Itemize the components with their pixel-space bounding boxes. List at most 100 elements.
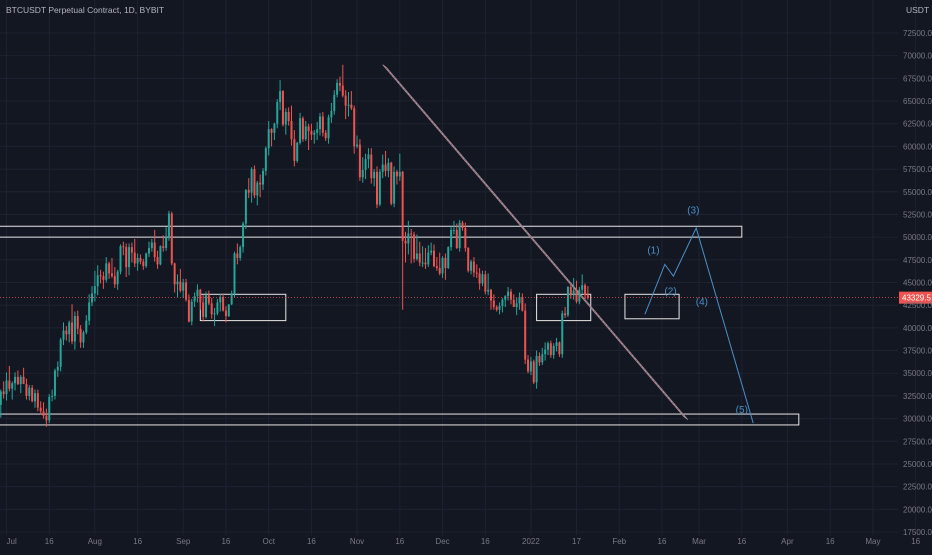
candle-body — [401, 171, 404, 241]
candle-body — [467, 248, 470, 271]
candle-body — [324, 132, 327, 139]
candle-body — [205, 295, 207, 317]
x-tick-label: 16 — [826, 537, 835, 546]
candle-body — [581, 285, 584, 290]
candle-body — [176, 281, 179, 285]
candle-body — [518, 297, 521, 304]
candle-body — [455, 229, 458, 249]
x-tick-label: Feb — [612, 537, 626, 546]
x-axis[interactable]: Jul 16 Aug 16 Sep 16 Oct 16 Nov 16 Dec 16 2022 17 Feb 1… — [7, 537, 921, 546]
candle-body — [281, 91, 284, 125]
wave-label: (5) — [736, 405, 748, 416]
candle-body — [504, 296, 507, 300]
candle-body — [538, 355, 541, 363]
candle-body — [447, 247, 450, 268]
candle-body — [301, 118, 304, 140]
price-line-layer: 43329.5 — [0, 291, 932, 304]
y-axis[interactable]: 17500.0 20000.0 22500.0 25000.0 27500.0 30000… — [903, 29, 932, 537]
candle-body — [558, 342, 561, 355]
candle-body — [242, 223, 245, 248]
candle-body — [93, 286, 96, 294]
candle-body — [11, 383, 14, 389]
candle-body — [22, 376, 25, 385]
candle-body — [136, 258, 139, 264]
candle-body — [207, 295, 210, 304]
candle-body — [42, 411, 45, 416]
y-tick-label: 67500.0 — [903, 74, 932, 83]
candle-body — [475, 272, 478, 274]
candle-body — [222, 297, 225, 311]
candle-body — [353, 108, 356, 147]
chart-title: BTCUSDT Perpetual Contract, 1D, BYBIT — [6, 5, 164, 15]
y-tick-label: 35000.0 — [903, 369, 932, 378]
y-tick-label: 52500.0 — [903, 210, 932, 219]
candle-body — [119, 246, 122, 272]
candle-body — [378, 171, 381, 205]
candle-body — [96, 275, 99, 287]
x-tick-label: 16 — [395, 537, 404, 546]
candle-body — [512, 299, 515, 307]
candle-body — [524, 310, 527, 360]
candle-body — [165, 237, 168, 249]
candle-body — [239, 247, 242, 259]
candle-body — [185, 282, 188, 300]
candle-body — [202, 302, 205, 317]
x-tick-label: Sep — [176, 537, 191, 546]
trendline-channel — [382, 64, 689, 420]
candle-body — [490, 289, 492, 301]
y-tick-label: 42500.0 — [903, 301, 932, 310]
candle-body — [276, 101, 279, 124]
candle-body — [381, 164, 384, 172]
candle-body — [65, 330, 68, 335]
candle-body — [584, 285, 587, 296]
candle-body — [487, 289, 490, 292]
candle-body — [390, 162, 393, 204]
candle-body — [125, 247, 128, 268]
candle-body — [555, 342, 558, 347]
x-tick-label: 16 — [221, 537, 230, 546]
y-tick-label: 37500.0 — [903, 347, 932, 356]
candle-body — [413, 234, 416, 259]
candle-body — [253, 169, 256, 196]
candle-body — [262, 170, 264, 185]
candle-body — [333, 94, 336, 112]
candle-body — [28, 387, 31, 396]
candle-body — [227, 304, 230, 317]
candle-body — [8, 380, 11, 389]
x-tick-label: 16 — [45, 537, 54, 546]
x-tick-label: Apr — [781, 537, 794, 546]
candle-body — [256, 182, 259, 196]
candle-body — [159, 246, 162, 265]
x-tick-label: 16 — [658, 537, 667, 546]
candle-body — [498, 306, 501, 310]
trendline-midline — [384, 65, 687, 419]
candle-body — [361, 169, 364, 178]
wave-layer: (1) (2) (3) (4) (5) — [644, 206, 754, 424]
candle-body — [472, 261, 475, 273]
y-tick-label: 57500.0 — [903, 165, 932, 174]
candle-body — [319, 116, 321, 130]
candle-body — [236, 253, 239, 259]
wave-label: (1) — [647, 245, 659, 256]
current-price-label: 43329.5 — [902, 294, 931, 303]
candle-body — [327, 117, 330, 139]
currency-label[interactable]: USDT — [906, 5, 929, 15]
candle-body — [578, 289, 581, 302]
candle-body — [99, 275, 102, 277]
candle-body — [304, 126, 307, 140]
candle-body — [376, 171, 378, 205]
trendline-layer — [382, 64, 689, 420]
y-tick-label: 30000.0 — [903, 415, 932, 424]
candle-body — [53, 370, 56, 396]
candles-layer — [0, 64, 589, 427]
candle-body — [199, 289, 202, 303]
candle-body — [484, 274, 487, 292]
candle-body — [150, 242, 153, 249]
candle-body — [532, 361, 535, 383]
candle-body — [367, 154, 370, 160]
candle-body — [19, 376, 22, 385]
candle-body — [296, 142, 299, 161]
candle-body — [91, 293, 93, 303]
